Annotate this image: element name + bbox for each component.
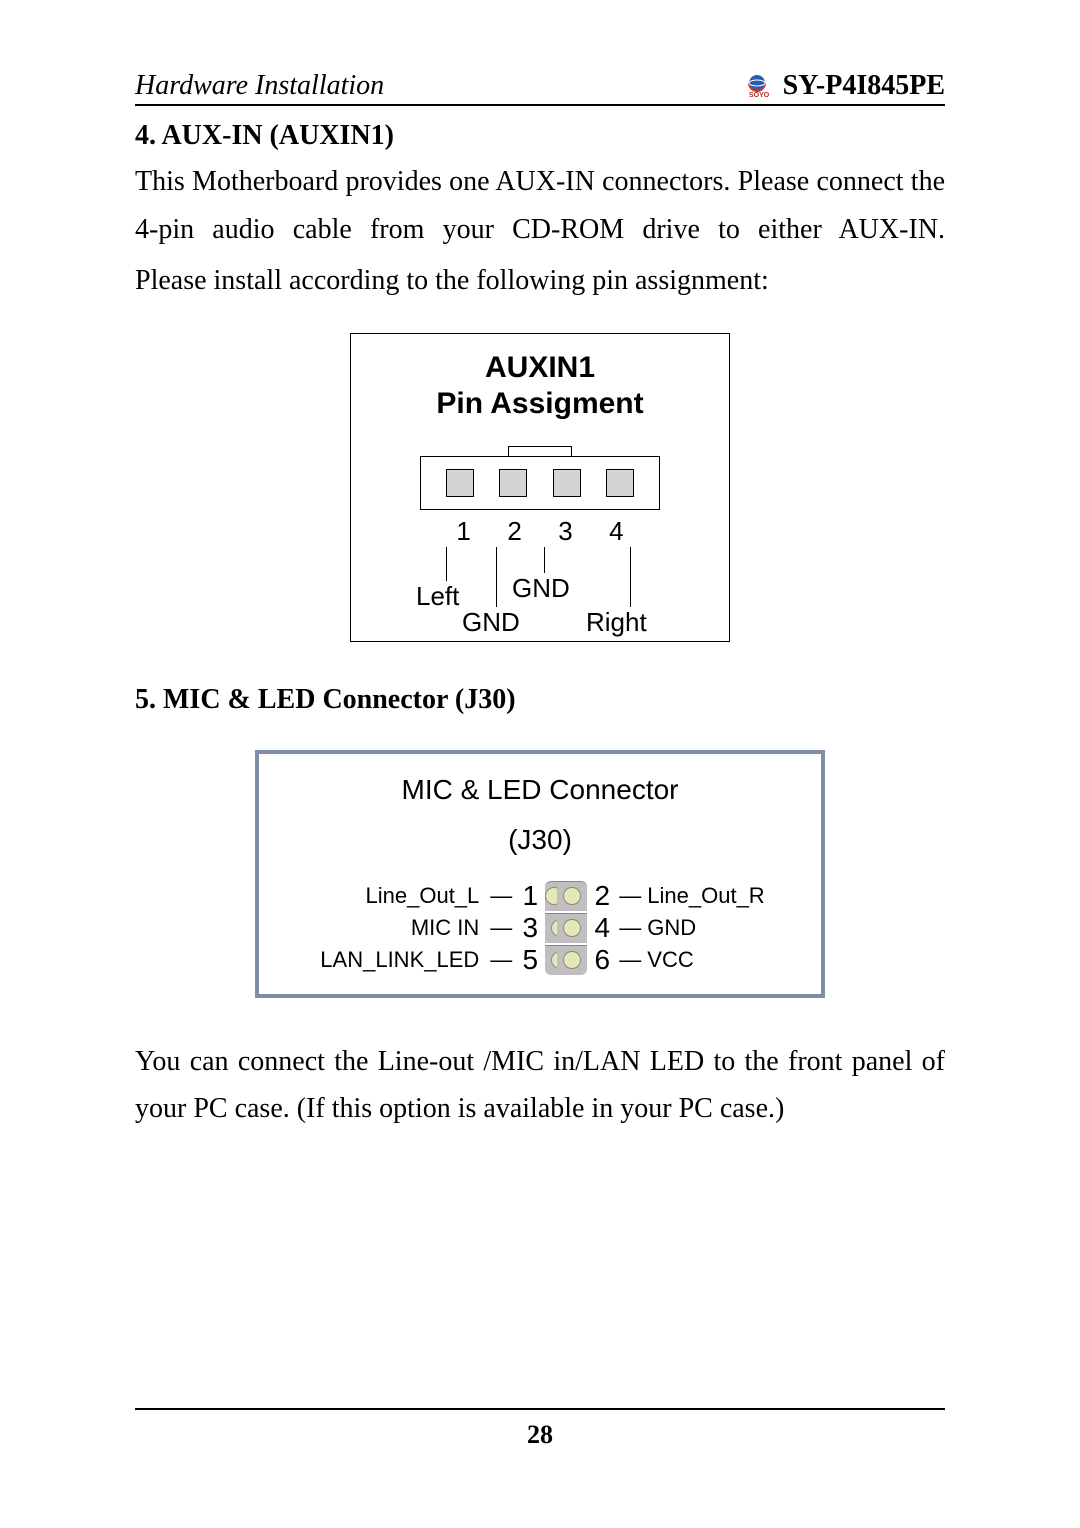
auxin1-title1: AUXIN1 — [351, 350, 729, 386]
j30-pin-num: 5 — [515, 944, 545, 976]
auxin1-pin-numbers: 1 2 3 4 — [420, 516, 660, 547]
closing-para: You can connect the Line-out /MIC in/LAN… — [135, 1038, 945, 1133]
pin-dot-icon — [563, 951, 581, 969]
pin-num: 1 — [456, 516, 470, 547]
pin-num: 3 — [558, 516, 572, 547]
j30-diagram: MIC & LED Connector (J30) Line_Out_L 1 2… — [255, 750, 825, 998]
auxin1-diagram-wrap: AUXIN1 Pin Assigment 1 2 3 4 Left — [135, 333, 945, 642]
auxin1-pin — [606, 469, 634, 497]
auxin1-pin — [499, 469, 527, 497]
pin-dot-icon — [563, 887, 581, 905]
soyo-logo-icon: SOYO — [745, 73, 777, 99]
page-number: 28 — [0, 1420, 1080, 1450]
leader-line — [544, 547, 545, 573]
pin1-label: Left — [416, 581, 459, 612]
section5-title: 5. MIC & LED Connector (J30) — [135, 684, 945, 716]
pin-dot-icon — [563, 919, 581, 937]
pin-num: 4 — [609, 516, 623, 547]
dash-icon — [617, 915, 641, 941]
j30-subtitle: (J30) — [277, 824, 803, 856]
leader-line — [446, 547, 447, 581]
auxin1-pin — [446, 469, 474, 497]
auxin1-title2: Pin Assigment — [351, 386, 729, 422]
section4-para2: Please install according to the followin… — [135, 257, 945, 305]
svg-text:SOYO: SOYO — [749, 92, 770, 99]
auxin1-connector — [420, 456, 660, 510]
j30-right-label: GND — [641, 915, 764, 941]
dash-icon — [485, 915, 515, 941]
leader-line — [630, 547, 631, 607]
j30-left-label: LAN_LINK_LED — [315, 947, 485, 973]
j30-diagram-wrap: MIC & LED Connector (J30) Line_Out_L 1 2… — [135, 750, 945, 998]
leader-line — [496, 547, 497, 607]
dash-icon — [617, 947, 641, 973]
pin3-label: GND — [512, 573, 570, 604]
j30-pin-num: 4 — [587, 912, 617, 944]
dash-icon — [485, 947, 515, 973]
j30-pin-cell — [557, 881, 587, 911]
j30-right-label: VCC — [641, 947, 764, 973]
j30-pin-cell — [557, 913, 587, 943]
page-header: Hardware Installation SOYO SY-P4I845PE — [135, 70, 945, 106]
j30-pin-cell — [557, 945, 587, 975]
section4-para1: This Motherboard provides one AUX-IN con… — [135, 158, 945, 253]
footer-rule — [135, 1408, 945, 1410]
j30-left-label: MIC IN — [315, 915, 485, 941]
auxin1-connector-area: 1 2 3 4 Left GND GND Right — [420, 456, 660, 623]
j30-right-label: Line_Out_R — [641, 883, 764, 909]
j30-pin-num: 3 — [515, 912, 545, 944]
dash-icon — [485, 883, 515, 909]
j30-pin-num: 2 — [587, 880, 617, 912]
j30-title: MIC & LED Connector — [277, 774, 803, 806]
pin-num: 2 — [507, 516, 521, 547]
j30-pin-num: 1 — [515, 880, 545, 912]
dash-icon — [617, 883, 641, 909]
header-model: SY-P4I845PE — [783, 70, 945, 102]
auxin1-pin — [553, 469, 581, 497]
auxin1-key-tab — [508, 446, 572, 456]
j30-pin-num: 6 — [587, 944, 617, 976]
pin2-label: GND — [462, 607, 520, 638]
auxin1-labels: Left GND GND Right — [420, 547, 660, 623]
header-left-title: Hardware Installation — [135, 70, 384, 102]
j30-pin-grid: Line_Out_L 1 2 Line_Out_R MIC IN 3 4 GND… — [277, 880, 803, 976]
auxin1-diagram: AUXIN1 Pin Assigment 1 2 3 4 Left — [350, 333, 730, 642]
section4-title: 4. AUX-IN (AUXIN1) — [135, 120, 945, 152]
j30-left-label: Line_Out_L — [315, 883, 485, 909]
pin4-label: Right — [586, 607, 647, 638]
header-right-group: SOYO SY-P4I845PE — [745, 70, 945, 102]
